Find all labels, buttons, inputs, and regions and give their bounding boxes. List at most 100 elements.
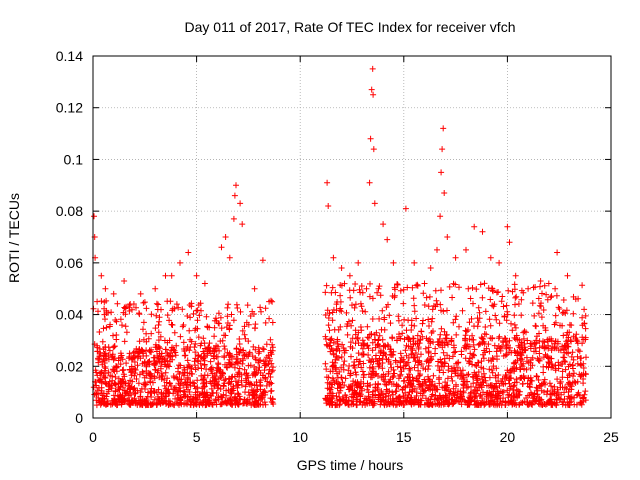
data-point — [437, 213, 444, 220]
data-point — [333, 301, 340, 308]
data-point — [225, 359, 232, 366]
data-point — [448, 396, 455, 403]
data-point — [461, 397, 468, 404]
data-point — [199, 399, 206, 406]
data-point — [540, 354, 547, 361]
data-point — [253, 401, 260, 408]
data-point — [511, 382, 518, 389]
data-point — [377, 292, 384, 299]
data-point — [410, 295, 417, 302]
data-point — [117, 361, 124, 368]
data-point — [389, 334, 396, 341]
data-point — [578, 362, 585, 369]
axis-ticks: 0 5 10 15 20 25 0 0.02 0.04 0.06 0.08 0.1 0.12 0.14 — [56, 48, 619, 445]
data-point — [579, 314, 586, 321]
data-point — [527, 374, 534, 381]
data-point — [217, 338, 224, 345]
data-point — [355, 340, 362, 346]
data-point — [513, 376, 520, 383]
data-point — [469, 332, 476, 339]
data-point — [357, 300, 364, 307]
data-point — [441, 363, 448, 370]
data-point — [212, 345, 218, 352]
data-point — [155, 337, 162, 344]
data-point — [476, 309, 483, 316]
data-point — [574, 378, 581, 385]
data-point — [123, 329, 130, 336]
data-point — [380, 221, 387, 228]
data-point — [498, 402, 505, 409]
data-point — [437, 356, 444, 363]
x-tick-label: 0 — [89, 429, 97, 445]
data-point — [475, 401, 482, 408]
data-point — [166, 317, 173, 324]
data-point — [237, 200, 244, 207]
data-point — [573, 331, 580, 338]
data-point — [582, 325, 589, 332]
data-point — [373, 352, 379, 359]
y-tick-label: 0.02 — [56, 358, 83, 374]
data-point — [496, 333, 503, 340]
data-point — [138, 401, 145, 408]
data-point — [484, 389, 491, 396]
data-point — [506, 239, 513, 246]
data-point — [356, 286, 363, 293]
data-point — [221, 354, 228, 361]
data-point — [269, 399, 276, 406]
data-point — [561, 389, 568, 396]
data-point — [200, 355, 207, 362]
data-point — [555, 347, 562, 353]
data-point — [492, 392, 499, 399]
data-point — [463, 384, 470, 391]
data-point — [132, 400, 139, 407]
data-point — [502, 372, 509, 378]
data-point — [518, 356, 525, 363]
data-point — [189, 379, 196, 386]
data-point — [390, 373, 397, 380]
data-point — [523, 354, 530, 361]
data-point — [444, 352, 451, 359]
data-point — [160, 390, 167, 397]
data-point — [230, 317, 237, 324]
data-point — [171, 305, 178, 312]
data-point — [172, 395, 179, 402]
data-point — [385, 392, 392, 399]
data-point — [471, 352, 477, 359]
data-point — [324, 179, 331, 186]
data-point — [404, 382, 411, 389]
data-point — [246, 349, 253, 356]
data-point — [261, 367, 268, 374]
data-point — [452, 254, 459, 261]
data-point — [365, 335, 372, 341]
data-point — [375, 341, 381, 348]
data-point — [349, 345, 356, 352]
data-point — [521, 347, 528, 353]
data-point — [188, 300, 195, 307]
data-point — [428, 318, 435, 325]
data-point — [548, 337, 555, 344]
data-point — [353, 356, 360, 363]
data-point — [240, 357, 246, 364]
data-point — [175, 304, 182, 311]
data-point — [472, 362, 479, 369]
data-point — [549, 363, 556, 370]
data-point — [475, 319, 482, 326]
data-point — [107, 321, 114, 328]
data-point — [256, 364, 263, 371]
data-point — [202, 396, 209, 403]
data-point — [495, 372, 502, 378]
data-point — [509, 327, 516, 334]
data-point — [568, 322, 575, 329]
data-point — [347, 372, 354, 379]
data-point — [442, 394, 449, 401]
data-point — [371, 336, 378, 343]
data-point — [463, 343, 470, 350]
data-point — [471, 387, 478, 394]
data-point — [236, 393, 243, 400]
data-point — [175, 380, 182, 387]
data-point — [110, 290, 117, 297]
data-point — [247, 313, 254, 319]
data-point — [544, 296, 551, 303]
data-point — [489, 369, 496, 376]
